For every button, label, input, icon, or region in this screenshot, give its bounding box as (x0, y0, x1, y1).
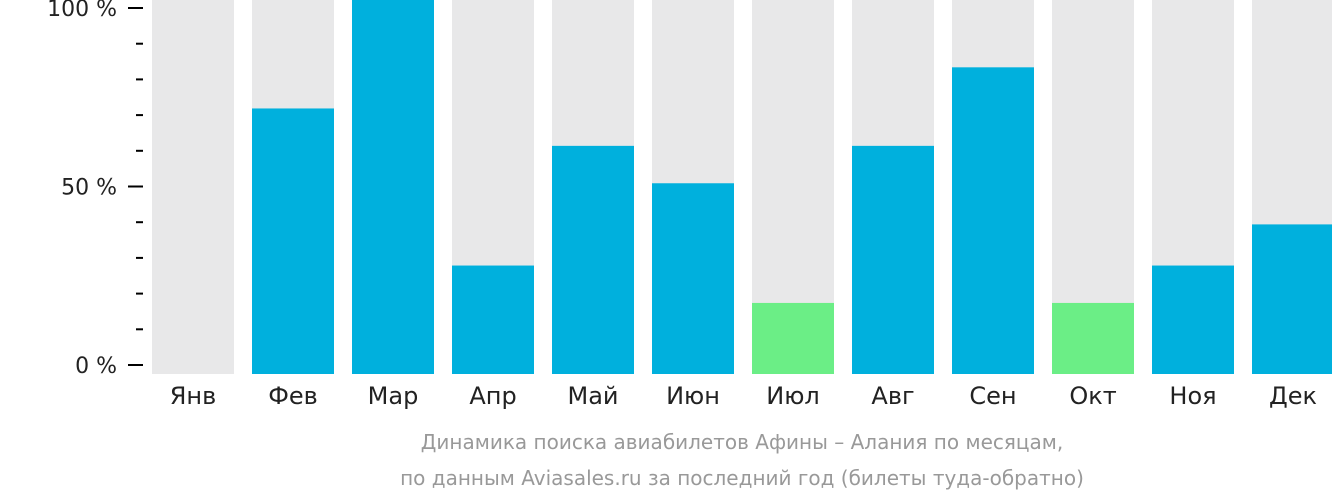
x-tick-label-month-2: Фев (268, 382, 318, 410)
x-tick-label-month-9: Сен (969, 382, 1016, 410)
x-tick-label-month-3: Мар (368, 382, 419, 410)
bar-month-5 (552, 145, 634, 374)
x-tick-label-month-8: Авг (871, 382, 914, 410)
x-tick-label-month-4: Апр (469, 382, 516, 410)
y-tick-label-0: 0 % (75, 354, 117, 379)
bar-month-12 (1252, 224, 1332, 374)
x-tick-label-month-6: Июн (666, 382, 720, 410)
bar-month-8 (852, 145, 934, 374)
chart-caption-line-2: по данным Aviasales.ru за последний год … (400, 466, 1084, 490)
bar-month-6 (652, 183, 734, 374)
bar-month-10 (1052, 302, 1134, 374)
bar-month-7 (752, 302, 834, 374)
x-tick-label-month-11: Ноя (1169, 382, 1216, 410)
bar-month-11 (1152, 265, 1234, 374)
bar-month-3 (352, 0, 434, 374)
x-tick-label-month-7: Июл (766, 382, 820, 410)
bar-chart: Янв Фев Мар Апр Май Июн Июл Авг Сен Окт Ноя Дек 0 % 5… (47, 0, 1332, 410)
x-tick-label-month-10: Окт (1069, 382, 1116, 410)
bar-month-2 (252, 108, 334, 375)
x-tick-label-month-12: Дек (1269, 382, 1317, 410)
y-tick-label-50: 50 % (61, 176, 117, 201)
bar-background-month-1 (152, 0, 234, 374)
bar-month-4 (452, 265, 534, 374)
x-tick-label-month-1: Янв (170, 382, 217, 410)
x-tick-label-month-5: Май (567, 382, 618, 410)
y-tick-label-100: 100 % (47, 0, 117, 22)
bar-month-9 (952, 67, 1034, 374)
chart-caption-line-1: Динамика поиска авиабилетов Афины – Алан… (420, 430, 1064, 454)
